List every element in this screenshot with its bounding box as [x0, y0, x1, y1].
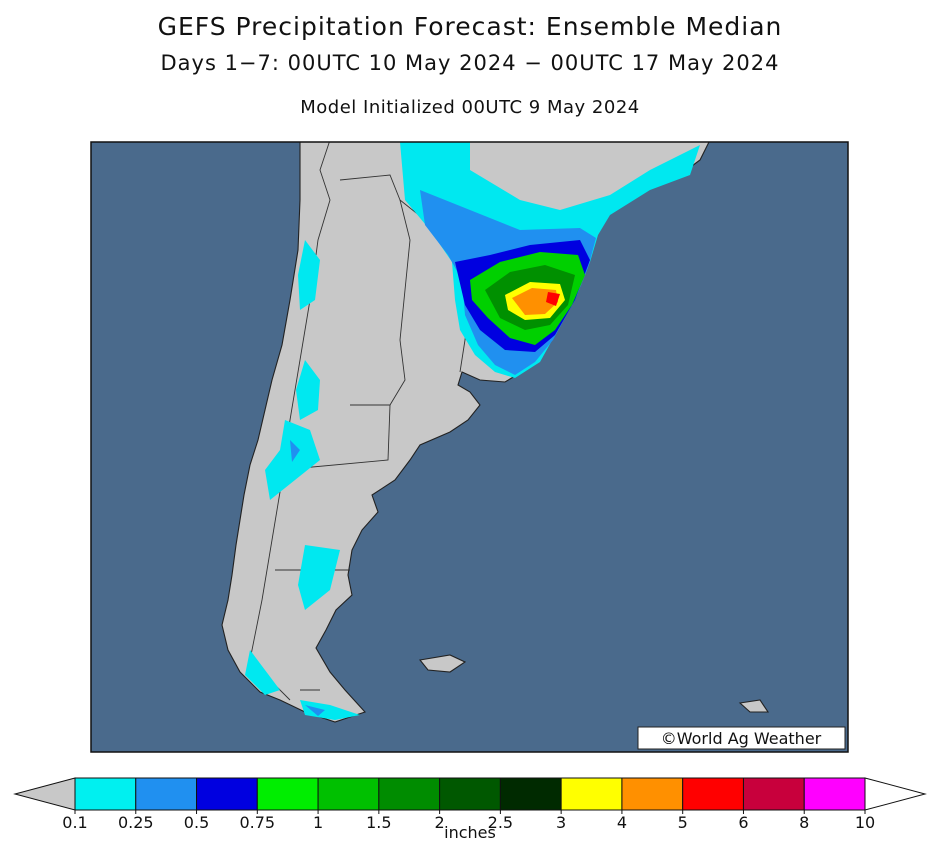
colorbar-tick-label: 0.5 — [184, 813, 209, 832]
precip-area — [512, 288, 558, 315]
credit: ©World Ag Weather — [661, 729, 822, 748]
colorbar-swatch — [742, 777, 805, 811]
colorbar-swatch — [378, 777, 441, 811]
credit-box — [637, 726, 846, 750]
colorbar-swatch — [256, 777, 319, 811]
precip-area — [245, 240, 360, 720]
colorbar-tick-label: 3 — [556, 813, 566, 832]
colorbar-swatch — [621, 777, 684, 811]
colorbar-tick-label: 6 — [738, 813, 748, 832]
colorbar-tick-label: 0.1 — [62, 813, 87, 832]
border — [339, 174, 411, 406]
colorbar-tick-label: 1 — [313, 813, 323, 832]
colorbar-tick-label: 5 — [678, 813, 688, 832]
colorbar-swatch — [439, 777, 501, 811]
colorbar-tick-label: 2 — [435, 813, 445, 832]
colorbar-tick-label: 10 — [855, 813, 875, 832]
precip-area — [546, 292, 560, 306]
map-frame — [90, 141, 849, 753]
map: ©World Ag Weather — [91, 142, 848, 752]
colorbar-tick-label: 8 — [799, 813, 809, 832]
colorbar-swatch — [317, 777, 380, 811]
colorbar-tick-label: 1.5 — [366, 813, 391, 832]
falklands — [418, 654, 467, 673]
colorbar-swatch — [560, 777, 623, 811]
colorbar-swatch — [803, 777, 866, 811]
border — [249, 142, 331, 701]
colorbar-swatch — [135, 777, 198, 811]
colorbar-tick-label: 2.5 — [488, 813, 513, 832]
title: GEFS Precipitation Forecast: Ensemble Me… — [158, 12, 783, 41]
subtitle: Days 1−7: 00UTC 10 May 2024 − 00UTC 17 M… — [160, 51, 779, 75]
south-georgia — [738, 699, 770, 713]
colorbar-tick-label: 0.75 — [239, 813, 275, 832]
init-time: Model Initialized 00UTC 9 May 2024 — [300, 97, 639, 118]
colorbar-tick-label: 0.25 — [118, 813, 154, 832]
colorbar-swatch — [499, 777, 562, 811]
colorbar-swatch — [682, 777, 744, 811]
colorbar: 0.1 0.25 0.5 0.75 1 1.5 2 2.5 3 4 5 6 8 10 — [13, 777, 927, 832]
colorbar-tick-label: 4 — [617, 813, 627, 832]
colorbar-under — [13, 777, 76, 811]
colorbar-unit: inches — [444, 823, 496, 842]
colorbar-swatch — [74, 777, 137, 811]
colorbar-over — [864, 777, 927, 811]
colorbar-swatch — [196, 777, 258, 811]
